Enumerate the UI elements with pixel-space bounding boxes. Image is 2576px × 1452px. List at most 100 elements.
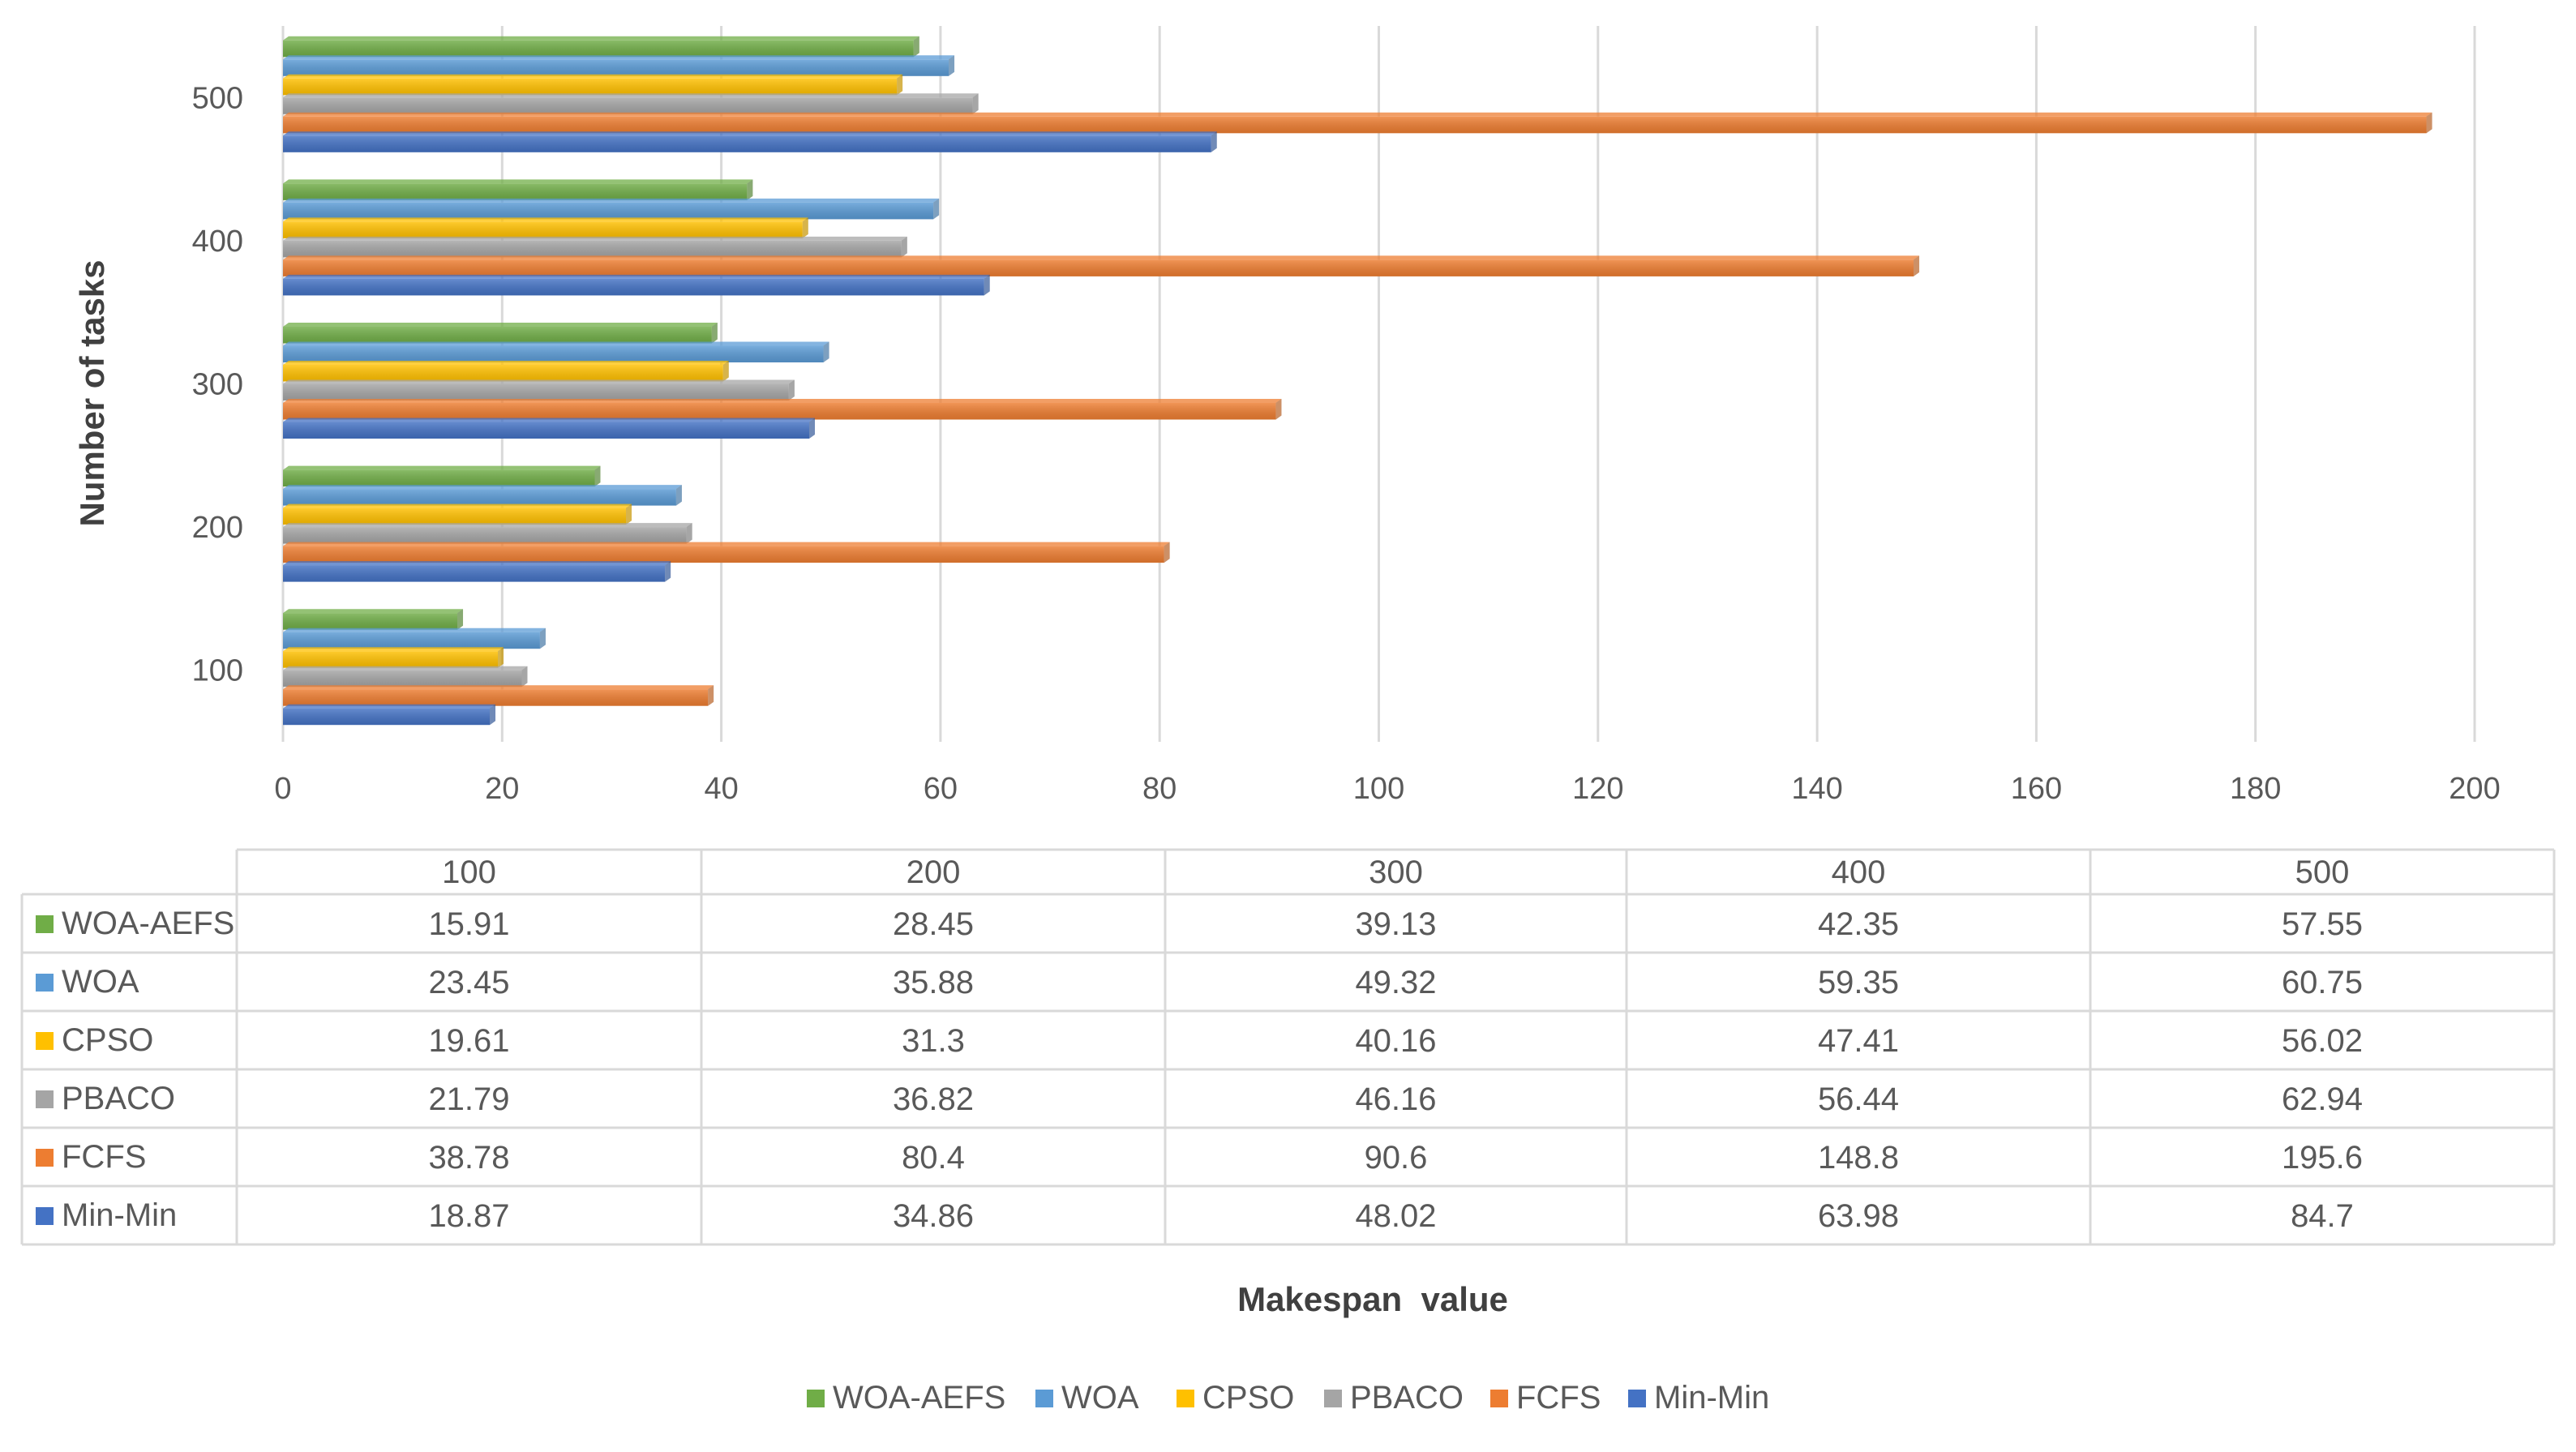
table-cell: 19.61 bbox=[428, 1023, 509, 1059]
y-tick-label: 500 bbox=[192, 81, 243, 115]
table-cell: 195.6 bbox=[2282, 1140, 2363, 1176]
y-tick-label: 200 bbox=[192, 511, 243, 545]
table-cell: 21.79 bbox=[428, 1082, 509, 1117]
bar-cpso-100 bbox=[283, 647, 504, 668]
bar-woa-100 bbox=[283, 627, 546, 649]
table-header-cell: 200 bbox=[907, 854, 961, 890]
table-cell: 63.98 bbox=[1818, 1198, 1899, 1234]
table-header-cell: 500 bbox=[2295, 854, 2350, 890]
legend-label: WOA-AEFS bbox=[833, 1380, 1005, 1416]
table-row: CPSO 19.61 31.3 40.16 47.41 56.02 bbox=[36, 1022, 2363, 1059]
x-tick-label: 60 bbox=[924, 772, 958, 806]
bar-woa-aefs-500 bbox=[283, 36, 919, 58]
x-tick-label: 120 bbox=[1572, 772, 1623, 806]
x-axis-ticks: 0 20 40 60 80 100 120 140 160 180 200 bbox=[274, 772, 2500, 806]
table-legend-key bbox=[36, 1149, 54, 1167]
table-cell: 42.35 bbox=[1818, 906, 1899, 942]
table-row: WOA-AEFS 15.91 28.45 39.13 42.35 57.55 bbox=[36, 906, 2363, 942]
table-legend-key bbox=[36, 1207, 54, 1225]
legend-item-min-min: Min-Min bbox=[1628, 1380, 1769, 1416]
table-cell: 59.35 bbox=[1818, 965, 1899, 1000]
bar-woa-400 bbox=[283, 198, 940, 220]
table-cell: 84.7 bbox=[2291, 1198, 2354, 1234]
bar-woa-aefs-200 bbox=[283, 465, 601, 487]
legend-item-fcfs: FCFS bbox=[1490, 1380, 1601, 1416]
legend-label: WOA bbox=[1061, 1380, 1139, 1416]
legend-item-woa: WOA bbox=[1035, 1380, 1139, 1416]
legend-swatch bbox=[1628, 1390, 1646, 1407]
legend-item-cpso: CPSO bbox=[1177, 1380, 1294, 1416]
bar-pbaco-400 bbox=[283, 236, 907, 258]
bar-fcfs-100 bbox=[283, 685, 714, 706]
table-legend-key bbox=[36, 1090, 54, 1108]
bar-fcfs-300 bbox=[283, 399, 1282, 420]
bar-min-min-300 bbox=[283, 418, 815, 439]
bar-woa-200 bbox=[283, 485, 682, 506]
table-cell: 80.4 bbox=[902, 1140, 965, 1176]
table-header-cell: 400 bbox=[1832, 854, 1886, 890]
legend-label: Min-Min bbox=[1654, 1380, 1769, 1416]
legend-label: PBACO bbox=[1350, 1380, 1464, 1416]
bar-pbaco-100 bbox=[283, 666, 528, 687]
table-cell: 38.78 bbox=[428, 1140, 509, 1176]
legend-swatch bbox=[1035, 1390, 1053, 1407]
table-cell: 62.94 bbox=[2282, 1082, 2363, 1117]
table-legend-key bbox=[36, 1032, 54, 1050]
x-tick-label: 140 bbox=[1791, 772, 1842, 806]
x-axis-title: Makespan value bbox=[1237, 1280, 1508, 1318]
table-row: WOA 23.45 35.88 49.32 59.35 60.75 bbox=[36, 964, 2363, 1000]
bar-woa-500 bbox=[283, 55, 955, 76]
table-cell: 48.02 bbox=[1355, 1198, 1436, 1234]
bar-fcfs-200 bbox=[283, 542, 1170, 563]
bar-cpso-300 bbox=[283, 361, 729, 382]
table-cell: 35.88 bbox=[893, 965, 974, 1000]
x-tick-label: 180 bbox=[2230, 772, 2281, 806]
table-cell: 148.8 bbox=[1818, 1140, 1899, 1176]
table-cell: 46.16 bbox=[1355, 1082, 1436, 1117]
data-table: 100 200 300 400 500 WOA-AEFS 15.91 28.45 39.13 42… bbox=[20, 848, 2556, 1246]
x-tick-label: 40 bbox=[704, 772, 738, 806]
table-series-name: WOA-AEFS bbox=[62, 906, 234, 941]
bar-woa-aefs-100 bbox=[283, 609, 464, 630]
table-cell: 31.3 bbox=[902, 1023, 965, 1059]
table-header-cell: 100 bbox=[442, 854, 496, 890]
table-row: Min-Min 18.87 34.86 48.02 63.98 84.7 bbox=[36, 1197, 2354, 1234]
x-tick-label: 100 bbox=[1353, 772, 1404, 806]
table-legend-key bbox=[36, 915, 54, 933]
bar-min-min-200 bbox=[283, 561, 671, 582]
table-cell: 57.55 bbox=[2282, 906, 2363, 942]
table-cell: 15.91 bbox=[428, 906, 509, 942]
bar-woa-300 bbox=[283, 341, 829, 362]
y-axis-title: Number of tasks bbox=[73, 259, 111, 526]
bar-fcfs-500 bbox=[283, 112, 2432, 134]
x-tick-label: 0 bbox=[274, 772, 291, 806]
table-cell: 39.13 bbox=[1355, 906, 1436, 942]
table-cell: 47.41 bbox=[1818, 1023, 1899, 1059]
table-header-cell: 300 bbox=[1369, 854, 1423, 890]
legend-swatch bbox=[1324, 1390, 1342, 1407]
bar-cpso-500 bbox=[283, 74, 903, 96]
table-cell: 34.86 bbox=[893, 1198, 974, 1234]
y-tick-label: 300 bbox=[192, 368, 243, 402]
table-cell: 90.6 bbox=[1365, 1140, 1428, 1176]
bar-min-min-400 bbox=[283, 274, 990, 296]
table-cell: 56.44 bbox=[1818, 1082, 1899, 1117]
table-cell: 36.82 bbox=[893, 1082, 974, 1117]
bar-min-min-100 bbox=[283, 704, 496, 726]
y-tick-label: 400 bbox=[192, 225, 243, 259]
bar-cpso-400 bbox=[283, 217, 808, 238]
legend-label: FCFS bbox=[1516, 1380, 1601, 1416]
table-legend-key bbox=[36, 974, 54, 992]
bar-pbaco-500 bbox=[283, 93, 979, 114]
x-tick-label: 20 bbox=[485, 772, 519, 806]
bar-pbaco-300 bbox=[283, 379, 795, 400]
table-series-name: FCFS bbox=[62, 1139, 146, 1175]
legend-item-pbaco: PBACO bbox=[1324, 1380, 1464, 1416]
table-cell: 60.75 bbox=[2282, 965, 2363, 1000]
table-cell: 18.87 bbox=[428, 1198, 509, 1234]
table-cell: 28.45 bbox=[893, 906, 974, 942]
bar-cpso-200 bbox=[283, 503, 632, 525]
table-series-name: CPSO bbox=[62, 1022, 153, 1058]
table-series-name: Min-Min bbox=[62, 1197, 177, 1233]
